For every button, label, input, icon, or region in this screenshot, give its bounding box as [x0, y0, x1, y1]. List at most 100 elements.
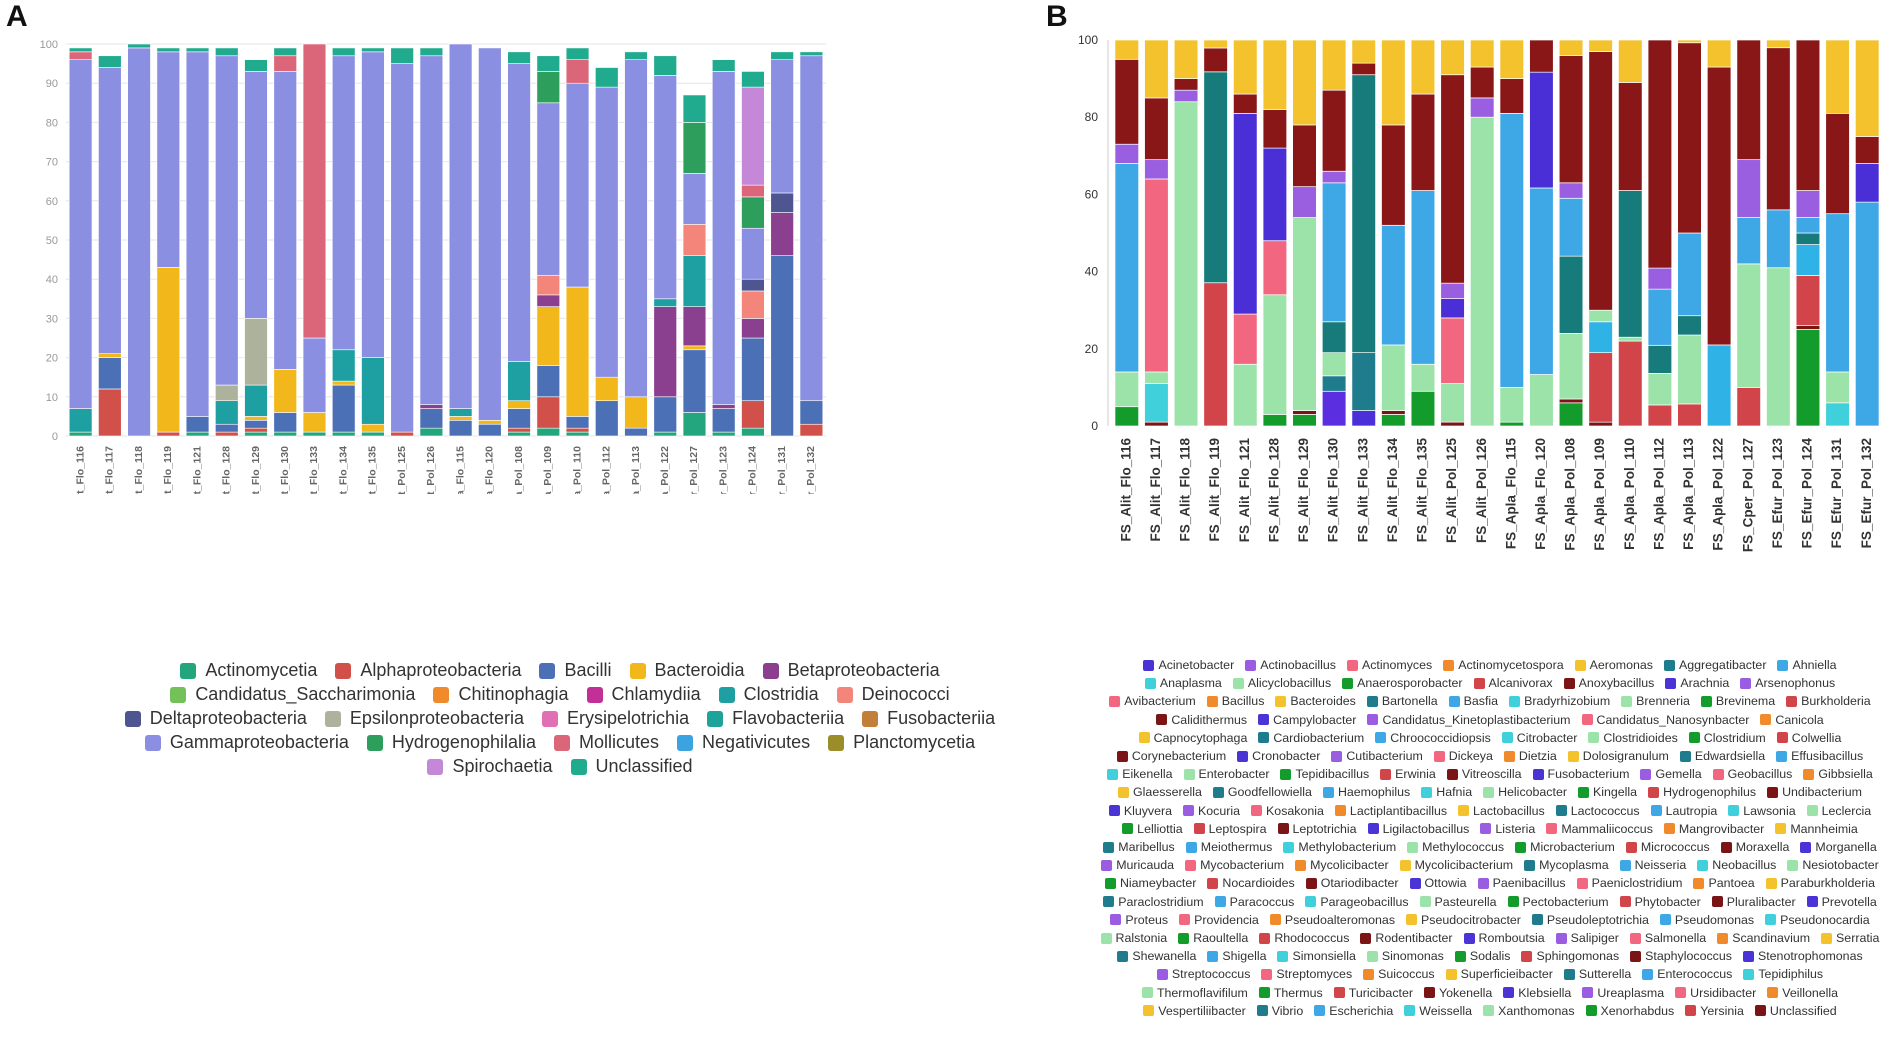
legend-a-label: Hydrogenophilalia	[391, 732, 537, 752]
legend-a-label: Negativicutes	[702, 732, 811, 752]
legend-b-label: Sphingomonas	[1536, 949, 1620, 964]
legend-b-swatch	[1448, 696, 1460, 707]
chart-b-x-tick-label: FS_Cper_Pol_127	[1740, 438, 1755, 552]
chart-a-bar-segment	[653, 431, 677, 437]
legend-b-label: Providencia	[1194, 912, 1259, 927]
legend-b-swatch	[1630, 950, 1642, 962]
legend-b-item: Hafnia	[1421, 784, 1472, 800]
legend-b-swatch	[1458, 805, 1470, 817]
legend-b-label: Morganella	[1815, 840, 1877, 855]
legend-b-label: Goodfellowiella	[1227, 785, 1312, 800]
legend-b-label: Anoxybacillus	[1578, 676, 1655, 691]
chart-b-bar-segment	[1262, 39, 1288, 110]
chart-a-bar-segment	[653, 75, 677, 300]
chart-a-bar-segment	[244, 431, 268, 437]
legend-b-item: Morganella	[1800, 839, 1877, 855]
chart-a-x-tick-label: FS_Alit_Flo_130	[279, 446, 291, 494]
chart-a-bar-segment	[711, 431, 736, 437]
legend-b-item: Citrobacter	[1501, 730, 1577, 746]
legend-b-swatch	[1765, 914, 1777, 926]
chart-a-bar-segment	[653, 298, 677, 307]
chart-b-bar-segment	[1736, 39, 1761, 161]
legend-a-item: Deinococci	[836, 684, 950, 705]
legend-b-swatch	[1473, 677, 1485, 689]
chart-b-bar-segment	[1529, 71, 1554, 189]
legend-b-swatch	[1711, 896, 1723, 908]
legend-b-item: Leptospira	[1193, 821, 1267, 837]
legend-b-swatch	[1443, 659, 1455, 671]
legend-b-item: Paeniclostridium	[1576, 875, 1682, 891]
chart-a-x-tick-label: FS_Efur_Pol_132	[805, 446, 817, 494]
legend-b-label: Paenibacillus	[1492, 876, 1566, 891]
legend-b-item: Lactiplantibacillus	[1334, 803, 1447, 819]
legend-b-item: Nocardioides	[1207, 875, 1295, 891]
chart-b-bar-segment	[1440, 317, 1465, 384]
legend-b-swatch	[1509, 696, 1521, 707]
chart-b-bar-segment	[1173, 101, 1199, 427]
chart-a-bar-segment	[244, 416, 268, 421]
chart-b-bar-segment	[1499, 78, 1525, 114]
chart-a-bar-segment	[565, 59, 590, 84]
chart-a-bar-segment	[536, 365, 561, 398]
legend-b-item: Mycoplasma	[1524, 857, 1609, 873]
chart-a-bar-segment	[799, 423, 824, 437]
legend-b-label: Chroococcidiopsis	[1390, 730, 1491, 745]
legend-b-label: Muricauda	[1116, 858, 1175, 873]
chart-a-bar-segment	[419, 427, 444, 437]
legend-b-swatch	[1675, 987, 1687, 999]
chart-a-bar-segment	[185, 431, 210, 437]
chart-b-bar-segment	[1677, 403, 1702, 427]
chart-b-bar-segment	[1766, 39, 1791, 49]
chart-a-bar-segment	[98, 67, 122, 354]
legend-b-swatch	[1183, 805, 1195, 817]
chart-a-bar-segment	[215, 400, 239, 425]
legend-b-swatch	[1138, 732, 1150, 744]
legend-b-swatch	[1776, 750, 1788, 762]
legend-b-item: Paraburkholderia	[1765, 875, 1875, 891]
legend-b-label: Pseudocitrobacter	[1421, 912, 1521, 927]
chart-a-bar-segment	[799, 51, 824, 57]
legend-a-item: Hydrogenophilalia	[366, 732, 537, 753]
legend-b-item: Clostridioides	[1588, 730, 1678, 746]
chart-b-bar-segment	[1795, 190, 1821, 218]
chart-b-y-tick-label: 80	[1085, 110, 1099, 124]
legend-b-item: Mammaliicoccus	[1546, 821, 1653, 837]
chart-a-bar-segment	[361, 431, 385, 437]
legend-b-label: Shigella	[1222, 949, 1267, 964]
legend-b-label: Anaplasma	[1159, 676, 1222, 691]
chart-a-bar-segment	[536, 396, 561, 429]
chart-b-bar-segment	[1321, 352, 1347, 377]
legend-b-swatch	[1143, 659, 1155, 671]
legend-b-swatch	[1567, 750, 1579, 762]
chart-b-bar-segment	[1410, 363, 1436, 392]
chart-a-class-composition: 0 10 20 30 40 50 60 70 80 90 100 FS_Alit_Flo_116 FS_…	[40, 39, 826, 494]
chart-a-bar-segment	[127, 47, 151, 437]
legend-b-item: Otariodibacter	[1305, 875, 1399, 891]
legend-b-item: Pantoea	[1693, 875, 1755, 891]
chart-b-bar-segment	[1618, 340, 1643, 427]
legend-b-swatch	[1800, 841, 1812, 853]
legend-a-swatch	[170, 686, 187, 703]
chart-b-bar-segment	[1529, 187, 1554, 375]
chart-b-x-tick-label: FS_Apla_Pol_109	[1592, 438, 1607, 551]
legend-a-item: Clostridia	[718, 684, 819, 705]
legend-b-swatch	[1280, 768, 1292, 780]
legend-b-label: Mycolicibacter	[1310, 858, 1389, 873]
legend-b-swatch	[1366, 696, 1378, 707]
chart-a-x-tick-label: FS_Apla_Pol_109	[542, 446, 554, 494]
legend-a-swatch	[836, 686, 853, 703]
legend-b-item: Lawsonia	[1728, 803, 1796, 819]
legend-b-item: Shigella	[1207, 948, 1266, 964]
legend-a-swatch	[335, 662, 352, 679]
chart-a-x-tick-label: FS_Apla_Flo_115	[454, 446, 466, 494]
legend-b-swatch	[1563, 677, 1575, 689]
chart-b-bar-segment	[1618, 39, 1643, 83]
legend-b-label: Alicyclobacillus	[1247, 676, 1332, 691]
legend-b-label: Salmonella	[1644, 931, 1707, 946]
legend-b-swatch	[1380, 768, 1392, 780]
chart-b-x-tick-label: FS_Alit_Flo_116	[1118, 438, 1133, 542]
chart-a-bar-segment	[302, 431, 327, 437]
chart-a-bar-segment	[448, 408, 473, 417]
chart-a-bar-segment	[98, 353, 122, 358]
chart-a-bar-segment	[682, 224, 707, 256]
